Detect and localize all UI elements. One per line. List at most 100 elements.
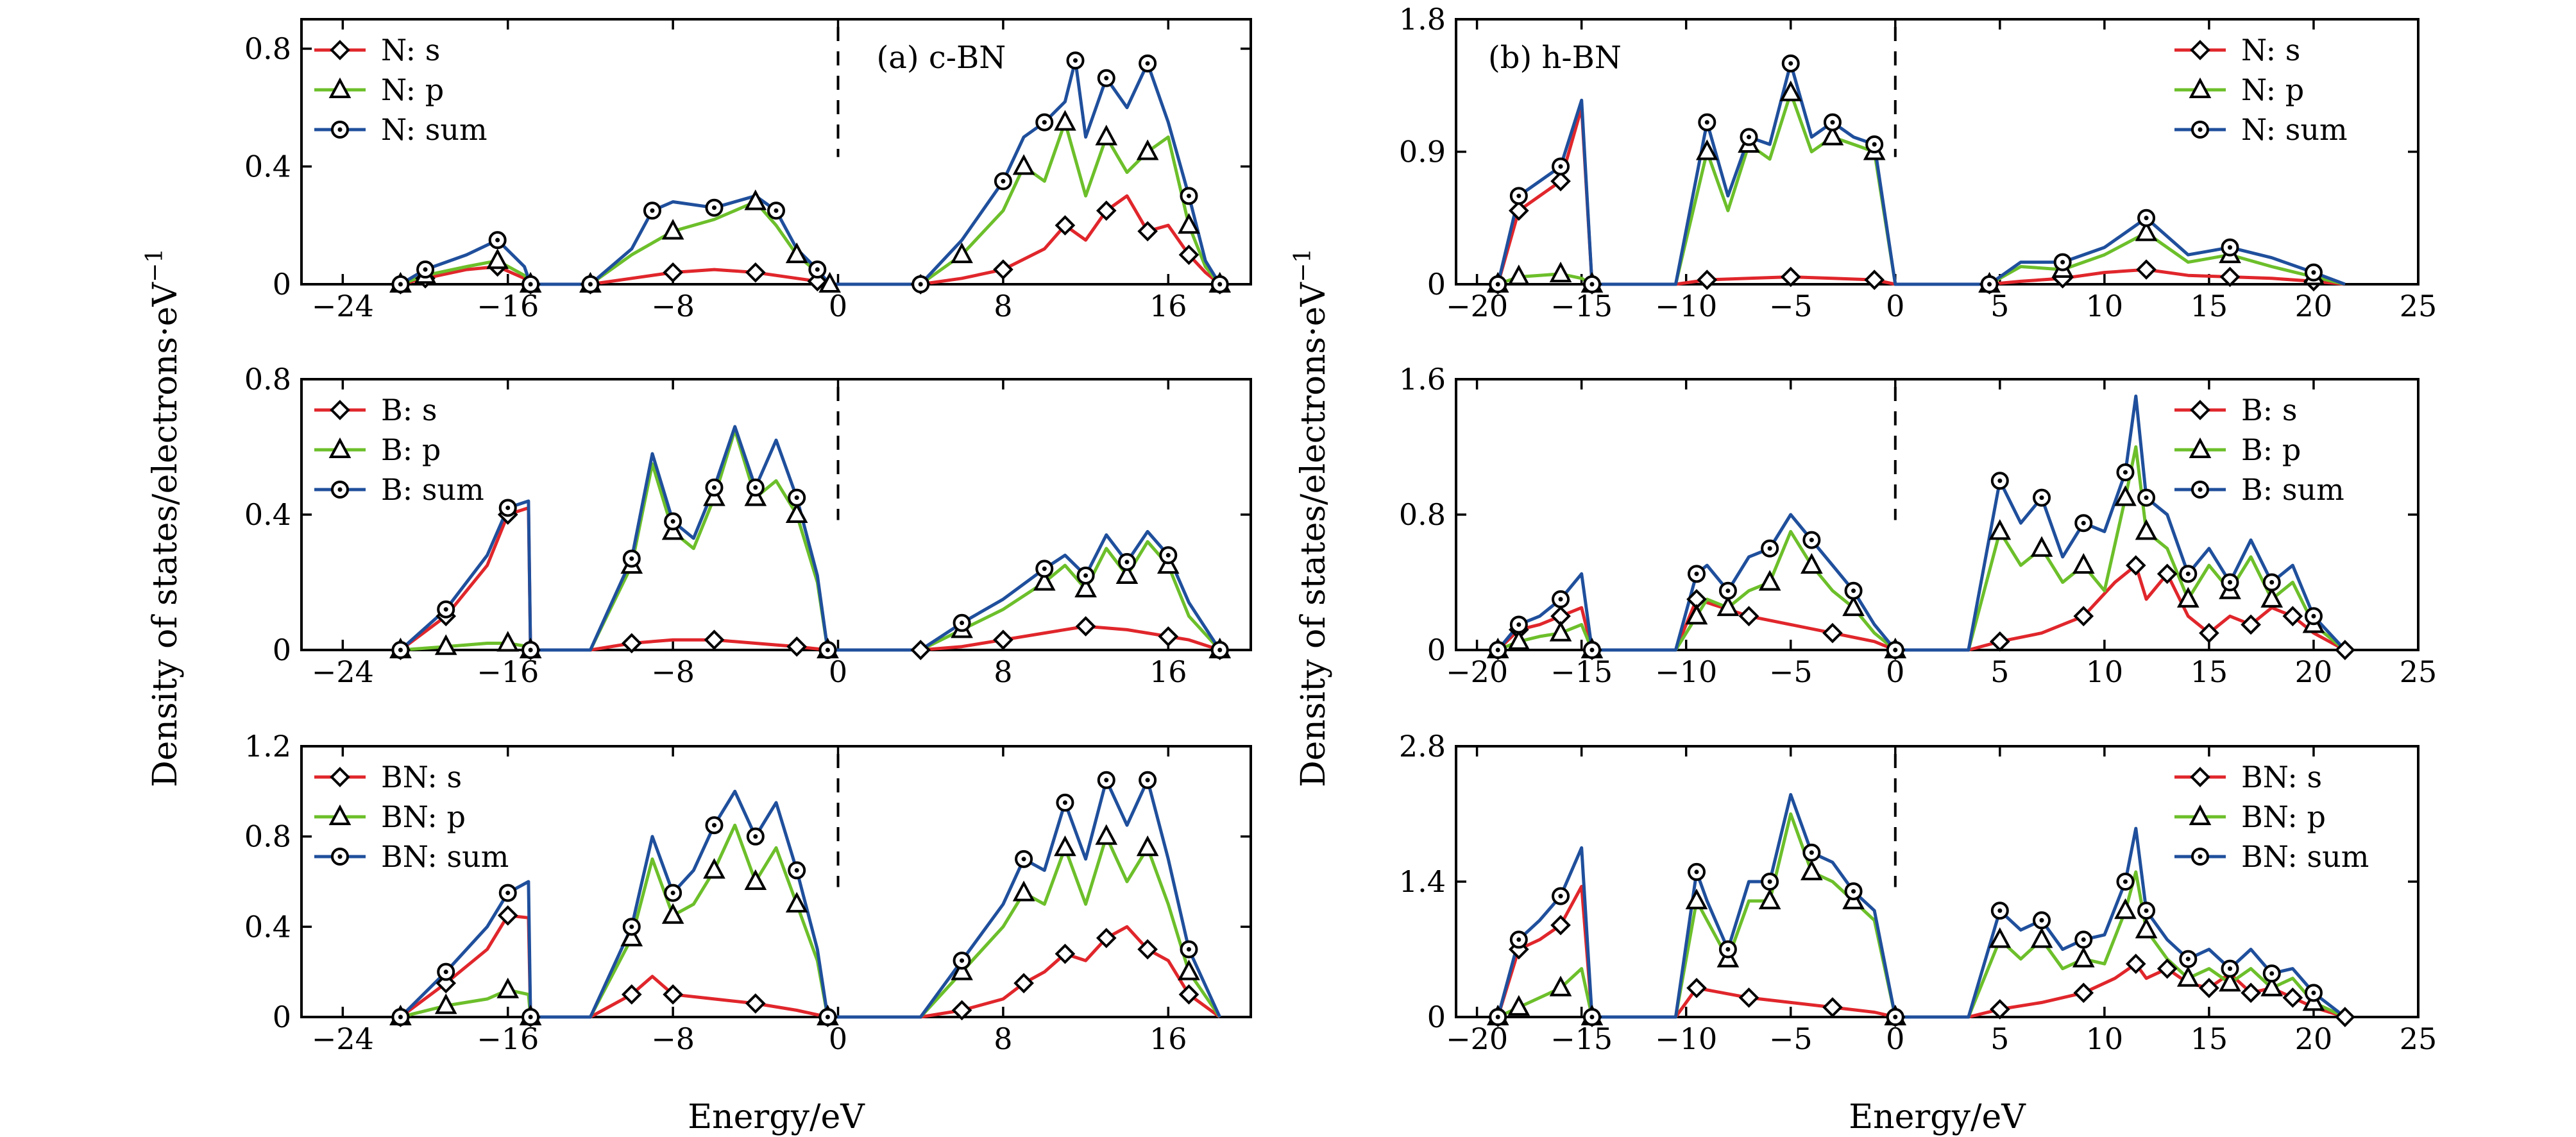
y-tick-label: 1.8	[1399, 2, 1446, 37]
data-point-p	[1507, 629, 1530, 650]
data-point-s	[1822, 622, 1843, 644]
legend-label: B: sum	[2241, 472, 2344, 507]
legend-marker-triangle	[2189, 804, 2212, 825]
x-tick-label: 0	[829, 289, 847, 323]
data-point-sum-dot	[1589, 282, 1595, 287]
data-point-sum-dot	[1987, 282, 1992, 287]
legend-marker-diamond	[2190, 40, 2210, 60]
x-tick-label: 16	[1149, 1022, 1187, 1056]
data-point-s	[1989, 999, 2010, 1020]
data-point-s	[2125, 555, 2146, 576]
x-tick-label: 10	[2086, 289, 2124, 323]
data-point-sum-dot	[2039, 495, 2044, 500]
x-tick-label: −5	[1769, 1022, 1813, 1056]
data-point-sum-dot	[1872, 142, 1877, 147]
data-point-sum-dot	[1893, 647, 1898, 653]
data-point-sum-dot	[1997, 908, 2003, 913]
data-point-s	[1822, 997, 1843, 1018]
data-point-p	[1549, 975, 1572, 996]
data-point-sum-dot	[1104, 76, 1109, 81]
data-point-sum-dot	[495, 237, 500, 243]
data-point-p	[2135, 519, 2158, 540]
y-tick-label: 0.9	[1399, 135, 1446, 169]
data-point-sum-dot	[2144, 908, 2149, 913]
data-point-s	[1055, 215, 1076, 236]
data-point-sum-dot	[1809, 538, 1814, 543]
data-point-sum-dot	[1001, 178, 1006, 184]
data-point-s	[1508, 200, 1529, 221]
x-tick-label: −24	[312, 289, 374, 323]
legend-marker-circle-dot	[2198, 854, 2203, 859]
series-line-sum	[1496, 62, 2346, 286]
x-tick-label: −5	[1769, 654, 1813, 689]
data-point-s	[704, 629, 725, 651]
y-axis-title-superscript: −1	[1290, 248, 1316, 282]
panel-hbn-n: −20 −15 −10 −5 0 5 10 15 20 25 0 0.9 1.8 N: s N: p N: s…	[1399, 2, 2437, 323]
data-point-sum-dot	[2269, 580, 2275, 585]
y-tick-label: 0.8	[244, 819, 291, 854]
data-point-sum-dot	[423, 267, 428, 272]
legend-label: N: s	[2241, 33, 2300, 67]
legend-label: B: s	[2241, 393, 2298, 427]
x-tick-label: −8	[651, 289, 695, 323]
data-point-p	[2219, 971, 2241, 992]
data-point-sum-dot	[1062, 800, 1067, 805]
x-tick-label: 10	[2086, 1022, 2124, 1056]
data-point-p	[1054, 110, 1076, 131]
legend-label: BN: sum	[381, 839, 509, 874]
legend-marker-circle-dot	[337, 127, 343, 132]
data-point-sum-dot	[2081, 937, 2086, 942]
data-point-p	[434, 634, 457, 655]
x-tick-label: 20	[2295, 1022, 2333, 1056]
data-point-sum-dot	[1851, 588, 1856, 594]
series-line-s	[399, 506, 1221, 652]
y-tick-label: 0	[273, 1000, 291, 1034]
data-point-sum-dot	[1694, 571, 1699, 576]
data-point-s	[2219, 266, 2241, 287]
x-tick-label: −10	[1655, 289, 1717, 323]
data-point-p	[818, 271, 842, 293]
data-point-sum-dot	[1747, 135, 1752, 140]
data-point-s	[745, 262, 766, 283]
data-point-s	[786, 636, 808, 657]
data-point-sum-dot	[2269, 971, 2275, 976]
data-point-s	[1096, 928, 1117, 948]
panel-title: (b) h-BN	[1488, 40, 1622, 76]
data-point-sum-dot	[505, 891, 511, 896]
legend-marker-triangle	[328, 77, 352, 98]
data-point-s	[2157, 958, 2178, 979]
data-point-sum-dot	[670, 519, 675, 524]
y-tick-label: 1.6	[1399, 362, 1446, 397]
series-line-sum	[1496, 792, 2346, 1019]
data-point-p	[703, 858, 725, 879]
data-point-sum-dot	[1495, 647, 1500, 653]
x-tick-label: 5	[1990, 654, 2009, 689]
x-tick-label: −15	[1550, 289, 1613, 323]
x-tick-label: 16	[1149, 654, 1187, 689]
x-tick-label: −5	[1769, 289, 1813, 323]
x-tick-label: 0	[1886, 289, 1904, 323]
data-point-sum-dot	[1516, 193, 1521, 198]
x-tick-label: 0	[1886, 1022, 1904, 1056]
y-tick-label: 0.4	[244, 497, 291, 532]
legend-marker-diamond	[330, 767, 350, 787]
data-point-sum-dot	[711, 485, 716, 490]
legend-marker-circle-dot	[2198, 127, 2203, 132]
data-point-p	[1758, 888, 1781, 910]
legend-marker-diamond	[2190, 767, 2210, 787]
data-point-sum-dot	[2185, 571, 2190, 576]
legend-label: BN: p	[2241, 799, 2326, 834]
data-point-sum-dot	[1042, 566, 1047, 571]
data-point-p	[2176, 966, 2199, 987]
data-point-p	[1988, 927, 2012, 948]
data-point-s	[621, 984, 642, 1005]
data-point-s	[1096, 200, 1117, 221]
plot-frame	[300, 18, 1252, 286]
data-point-p	[785, 502, 808, 523]
series-line-sum	[400, 58, 1221, 286]
data-point-p	[1716, 595, 1740, 617]
data-point-p	[951, 959, 973, 980]
data-point-s	[1738, 606, 1759, 627]
data-point-p	[1821, 124, 1844, 146]
y-axis-title-right: Density of states/electrons·eV−1	[1290, 248, 1333, 787]
